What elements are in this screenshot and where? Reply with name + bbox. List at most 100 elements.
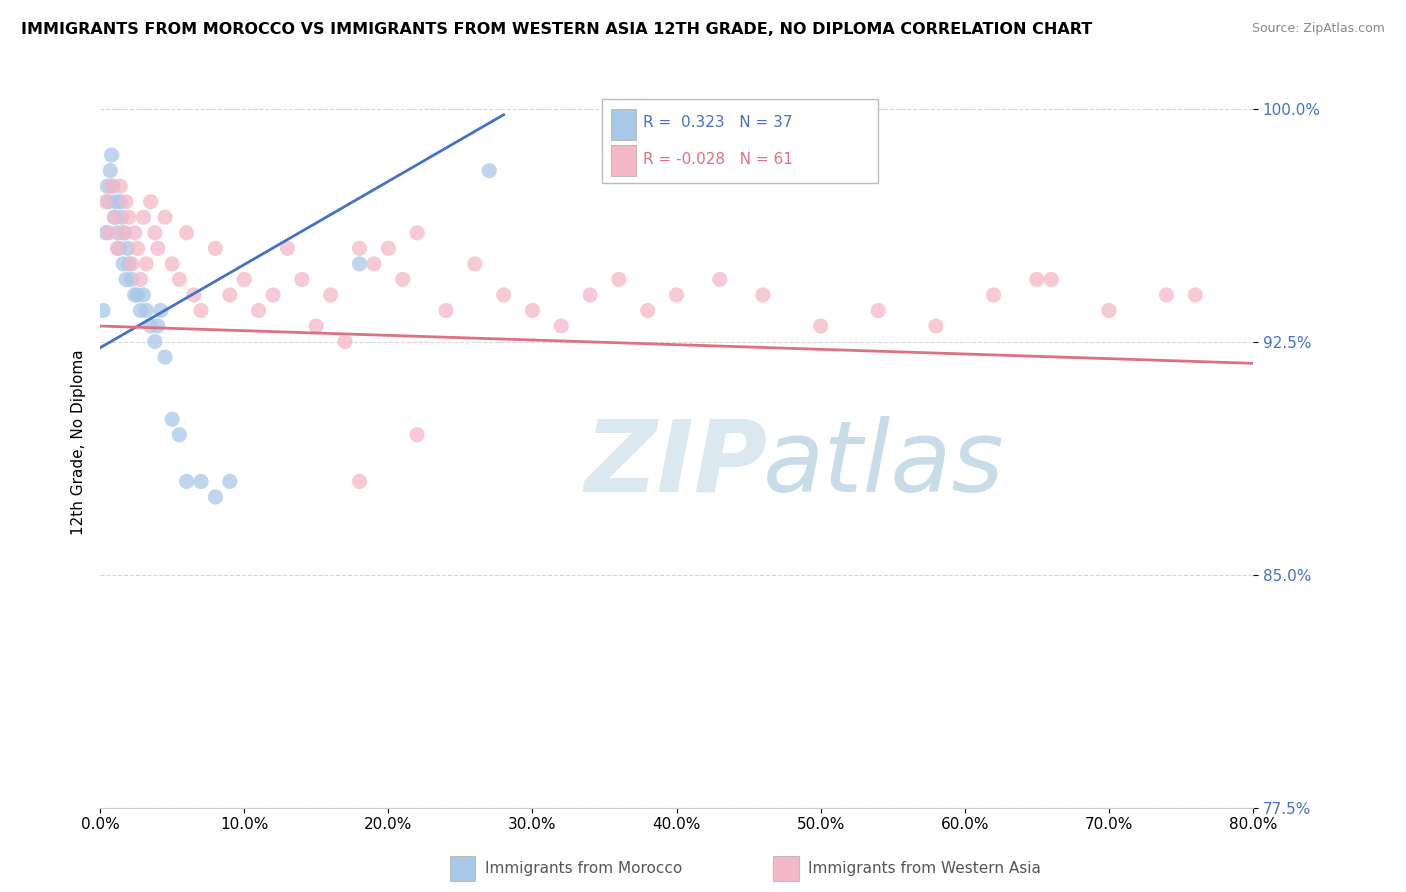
Text: R =  0.323   N = 37: R = 0.323 N = 37 <box>643 115 793 130</box>
Point <box>434 303 457 318</box>
Point <box>377 241 399 255</box>
FancyBboxPatch shape <box>610 145 636 176</box>
Point <box>110 194 132 209</box>
Point <box>276 241 298 255</box>
Text: IMMIGRANTS FROM MOROCCO VS IMMIGRANTS FROM WESTERN ASIA 12TH GRADE, NO DIPLOMA C: IMMIGRANTS FROM MOROCCO VS IMMIGRANTS FR… <box>21 22 1092 37</box>
Point <box>118 211 141 225</box>
Point <box>160 412 183 426</box>
Point <box>247 303 270 318</box>
Text: R = -0.028   N = 61: R = -0.028 N = 61 <box>643 152 793 167</box>
Point <box>146 241 169 255</box>
Point <box>118 257 141 271</box>
Point <box>233 272 256 286</box>
Point <box>107 226 129 240</box>
Text: Immigrants from Western Asia: Immigrants from Western Asia <box>808 862 1042 876</box>
Point <box>124 226 146 240</box>
Point <box>262 288 284 302</box>
Point <box>579 288 602 302</box>
Point <box>97 194 120 209</box>
Point <box>190 303 212 318</box>
Point <box>94 226 117 240</box>
Point <box>810 319 832 334</box>
Point <box>117 241 139 255</box>
Point <box>115 272 138 286</box>
Point <box>100 179 122 194</box>
Point <box>665 288 688 302</box>
Point <box>143 334 166 349</box>
Point <box>111 211 134 225</box>
Point <box>522 303 544 318</box>
Point <box>91 303 114 318</box>
Point <box>176 475 198 489</box>
Point <box>176 226 198 240</box>
FancyBboxPatch shape <box>610 109 636 139</box>
Point <box>96 179 118 194</box>
Point <box>132 288 155 302</box>
Point <box>983 288 1005 302</box>
Point <box>153 350 176 364</box>
Point <box>143 226 166 240</box>
Point <box>169 427 191 442</box>
Point <box>218 475 240 489</box>
Point <box>115 194 138 209</box>
Point <box>127 241 149 255</box>
Point <box>637 303 659 318</box>
Y-axis label: 12th Grade, No Diploma: 12th Grade, No Diploma <box>72 350 86 535</box>
Point <box>291 272 314 286</box>
Point <box>218 288 240 302</box>
Point <box>94 194 117 209</box>
Point <box>478 163 501 178</box>
Point <box>108 241 131 255</box>
Point <box>391 272 413 286</box>
Text: ZIP: ZIP <box>585 416 768 513</box>
Point <box>752 288 775 302</box>
Point <box>149 303 172 318</box>
Point <box>204 241 226 255</box>
Point <box>129 303 152 318</box>
Point <box>550 319 572 334</box>
Point <box>349 257 371 271</box>
Point <box>129 272 152 286</box>
Point <box>406 226 429 240</box>
Point <box>98 163 121 178</box>
Point <box>349 241 371 255</box>
Point <box>114 226 136 240</box>
Point <box>97 226 120 240</box>
Point <box>1184 288 1206 302</box>
Point <box>406 427 429 442</box>
Point <box>110 179 132 194</box>
Point <box>305 319 328 334</box>
Point <box>160 257 183 271</box>
Point <box>107 241 129 255</box>
Point <box>1156 288 1178 302</box>
Point <box>132 211 155 225</box>
Point <box>127 288 149 302</box>
Point <box>464 257 486 271</box>
Point <box>190 475 212 489</box>
Point <box>100 148 122 162</box>
Text: Source: ZipAtlas.com: Source: ZipAtlas.com <box>1251 22 1385 36</box>
Point <box>169 272 191 286</box>
Point <box>319 288 342 302</box>
Point <box>492 288 515 302</box>
Point <box>868 303 890 318</box>
Point <box>183 288 205 302</box>
Point <box>363 257 385 271</box>
Text: atlas: atlas <box>763 416 1005 513</box>
Point <box>104 194 127 209</box>
Point <box>709 272 731 286</box>
Text: Immigrants from Morocco: Immigrants from Morocco <box>485 862 682 876</box>
Point <box>204 490 226 504</box>
Point <box>607 272 630 286</box>
Point <box>135 257 157 271</box>
Point <box>112 226 135 240</box>
Point <box>146 319 169 334</box>
Point <box>1098 303 1121 318</box>
Point <box>349 475 371 489</box>
Point <box>153 211 176 225</box>
Point <box>121 272 143 286</box>
Point <box>135 303 157 318</box>
Point <box>139 194 162 209</box>
Point <box>925 319 948 334</box>
Point <box>333 334 356 349</box>
